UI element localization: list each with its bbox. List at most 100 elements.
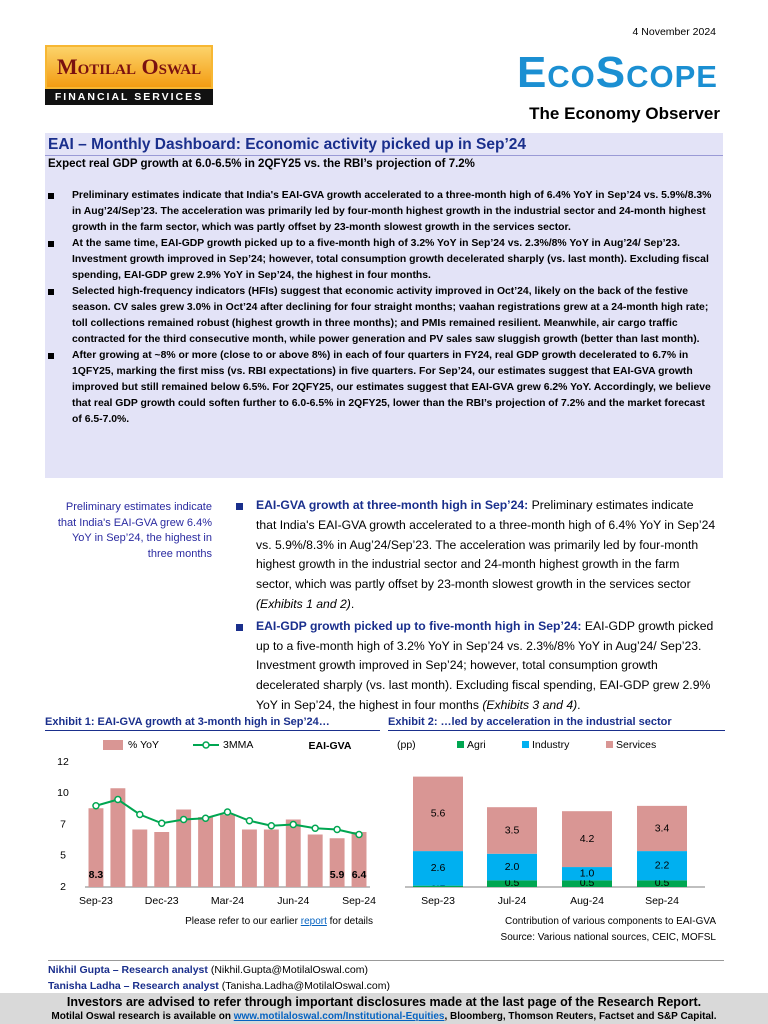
report-link[interactable]: report	[300, 916, 327, 927]
body-bullet: EAI-GVA growth at three-month high in Se…	[232, 496, 716, 615]
x-tick-label: Dec-23	[145, 895, 179, 907]
bullet-text: Preliminary estimates indicate that Indi…	[256, 498, 716, 592]
summary-box	[45, 133, 723, 478]
chart-annotation: EAI-GVA	[309, 740, 352, 752]
data-label: 6.4	[352, 869, 367, 881]
summary-bullet: After growing at ~8% or more (close to o…	[48, 348, 716, 428]
y-tick-label: 5	[60, 850, 66, 862]
exhibit-title: Exhibit 1: EAI-GVA growth at 3-month hig…	[45, 716, 380, 731]
bar	[88, 808, 104, 887]
legend-label: Services	[616, 739, 656, 751]
data-label: 3.4	[655, 822, 670, 834]
subtitle: Expect real GDP growth at 6.0-6.5% in 2Q…	[48, 158, 475, 170]
chart-note: Please refer to our earlier report for d…	[185, 916, 373, 927]
line-marker	[245, 817, 254, 825]
x-tick-label: Sep-24	[342, 895, 376, 907]
summary-bullet: Preliminary estimates indicate that Indi…	[48, 188, 716, 236]
legend-label: Industry	[532, 739, 570, 751]
analyst-name: Nikhil Gupta – Research analyst	[48, 964, 208, 976]
line-marker	[355, 830, 363, 839]
bar-segment	[637, 880, 687, 887]
line-marker	[92, 802, 100, 810]
bar	[154, 832, 170, 887]
data-label: 5.9	[330, 869, 345, 881]
body-bullet: EAI-GDP growth picked up to five-month h…	[232, 617, 716, 716]
analyst: Nikhil Gupta – Research analyst (Nikhil.…	[48, 962, 724, 978]
legend-label: 3MMA	[223, 739, 253, 751]
x-tick-label: Mar-24	[211, 895, 244, 907]
bar-segment	[637, 805, 687, 852]
summary-bullet: At the same time, EAI-GDP growth picked …	[48, 236, 716, 284]
unit-label: (pp)	[397, 739, 416, 751]
data-label: 4.2	[580, 833, 595, 845]
x-tick-label: Sep-23	[421, 895, 455, 907]
analyst-name: Tanisha Ladha – Research analyst	[48, 980, 219, 992]
x-tick-label: Aug-24	[570, 895, 604, 907]
product-name: EcoScope	[516, 48, 718, 97]
bar	[329, 838, 345, 887]
legend-swatch	[103, 740, 123, 750]
exhibit-title: Exhibit 2: …led by acceleration in the i…	[388, 716, 725, 731]
x-tick-label: Sep-23	[79, 895, 113, 907]
data-label: 1.0	[580, 867, 595, 879]
bullet-ref: (Exhibits 1 and 2)	[256, 596, 351, 611]
legend-label: % YoY	[128, 739, 159, 751]
availability-text: Motilal Oswal research is available on	[51, 1011, 234, 1022]
note-text: for details	[326, 916, 373, 927]
line-marker	[136, 810, 144, 819]
sidebar-note: Preliminary estimates indicate that Indi…	[57, 501, 212, 560]
chart: (pp)AgriIndustryServicesSep-230.12.65.6J…	[397, 739, 705, 907]
bar-segment	[637, 851, 687, 881]
bar-segment	[487, 807, 537, 854]
availability: Motilal Oswal research is available on w…	[0, 1010, 768, 1023]
bar-segment	[413, 885, 463, 887]
bar-segment	[562, 867, 612, 881]
logo: Motilal Oswal FINANCIAL SERVICES	[45, 45, 213, 105]
line-marker	[201, 814, 210, 822]
legend-swatch	[522, 741, 529, 748]
note-text: Please refer to our earlier	[185, 916, 301, 927]
line-marker	[289, 820, 298, 829]
x-tick-label: Sep-24	[645, 895, 679, 907]
availability-text: , Bloomberg, Thomson Reuters, Factset an…	[444, 1011, 717, 1022]
site-link[interactable]: www.motilaloswal.com/Institutional-Equit…	[233, 1011, 445, 1022]
chart-note: Contribution of various components to EA…	[504, 916, 716, 927]
line-marker	[114, 795, 122, 804]
title: EAI – Monthly Dashboard: Economic activi…	[45, 133, 723, 156]
y-tick-label: 7	[60, 818, 66, 830]
bar	[132, 829, 148, 887]
date: 4 November 2024	[632, 26, 716, 38]
disclaimer: Investors are advised to refer through i…	[66, 995, 702, 1009]
bar	[220, 814, 235, 887]
x-tick-label: Jun-24	[277, 895, 309, 907]
bullet-lead: EAI-GDP growth picked up to five-month h…	[256, 618, 582, 633]
analysts: Nikhil Gupta – Research analyst (Nikhil.…	[48, 960, 724, 994]
logo-name: Motilal Oswal	[45, 45, 213, 89]
legend-label: Agri	[467, 739, 486, 751]
line-marker	[333, 825, 341, 834]
y-tick-label: 2	[60, 881, 66, 893]
bar-segment	[562, 880, 612, 887]
data-label: 2.6	[431, 862, 446, 874]
data-label: 2.0	[505, 861, 520, 873]
bar	[285, 819, 301, 887]
product-tagline: The Economy Observer	[529, 104, 720, 123]
bar-segment	[562, 811, 612, 868]
data-label: 5.6	[431, 808, 446, 820]
bar	[198, 817, 214, 887]
legend-swatch	[606, 741, 613, 748]
bullet-text: EAI-GDP growth picked up to a five-month…	[256, 618, 714, 712]
bar	[241, 829, 257, 887]
data-label: 2.2	[655, 860, 670, 872]
bar	[110, 788, 126, 887]
line-marker	[157, 819, 166, 827]
data-label: 3.5	[505, 824, 520, 836]
line-marker	[311, 824, 319, 832]
line-marker	[179, 815, 188, 824]
y-tick-label: 10	[57, 787, 69, 799]
bar	[307, 834, 323, 887]
summary-list: Preliminary estimates indicate that Indi…	[48, 188, 716, 428]
chart-source: Source: Various national sources, CEIC, …	[500, 932, 716, 943]
analyst-email: (Tanisha.Ladha@MotilalOswal.com)	[221, 980, 390, 992]
